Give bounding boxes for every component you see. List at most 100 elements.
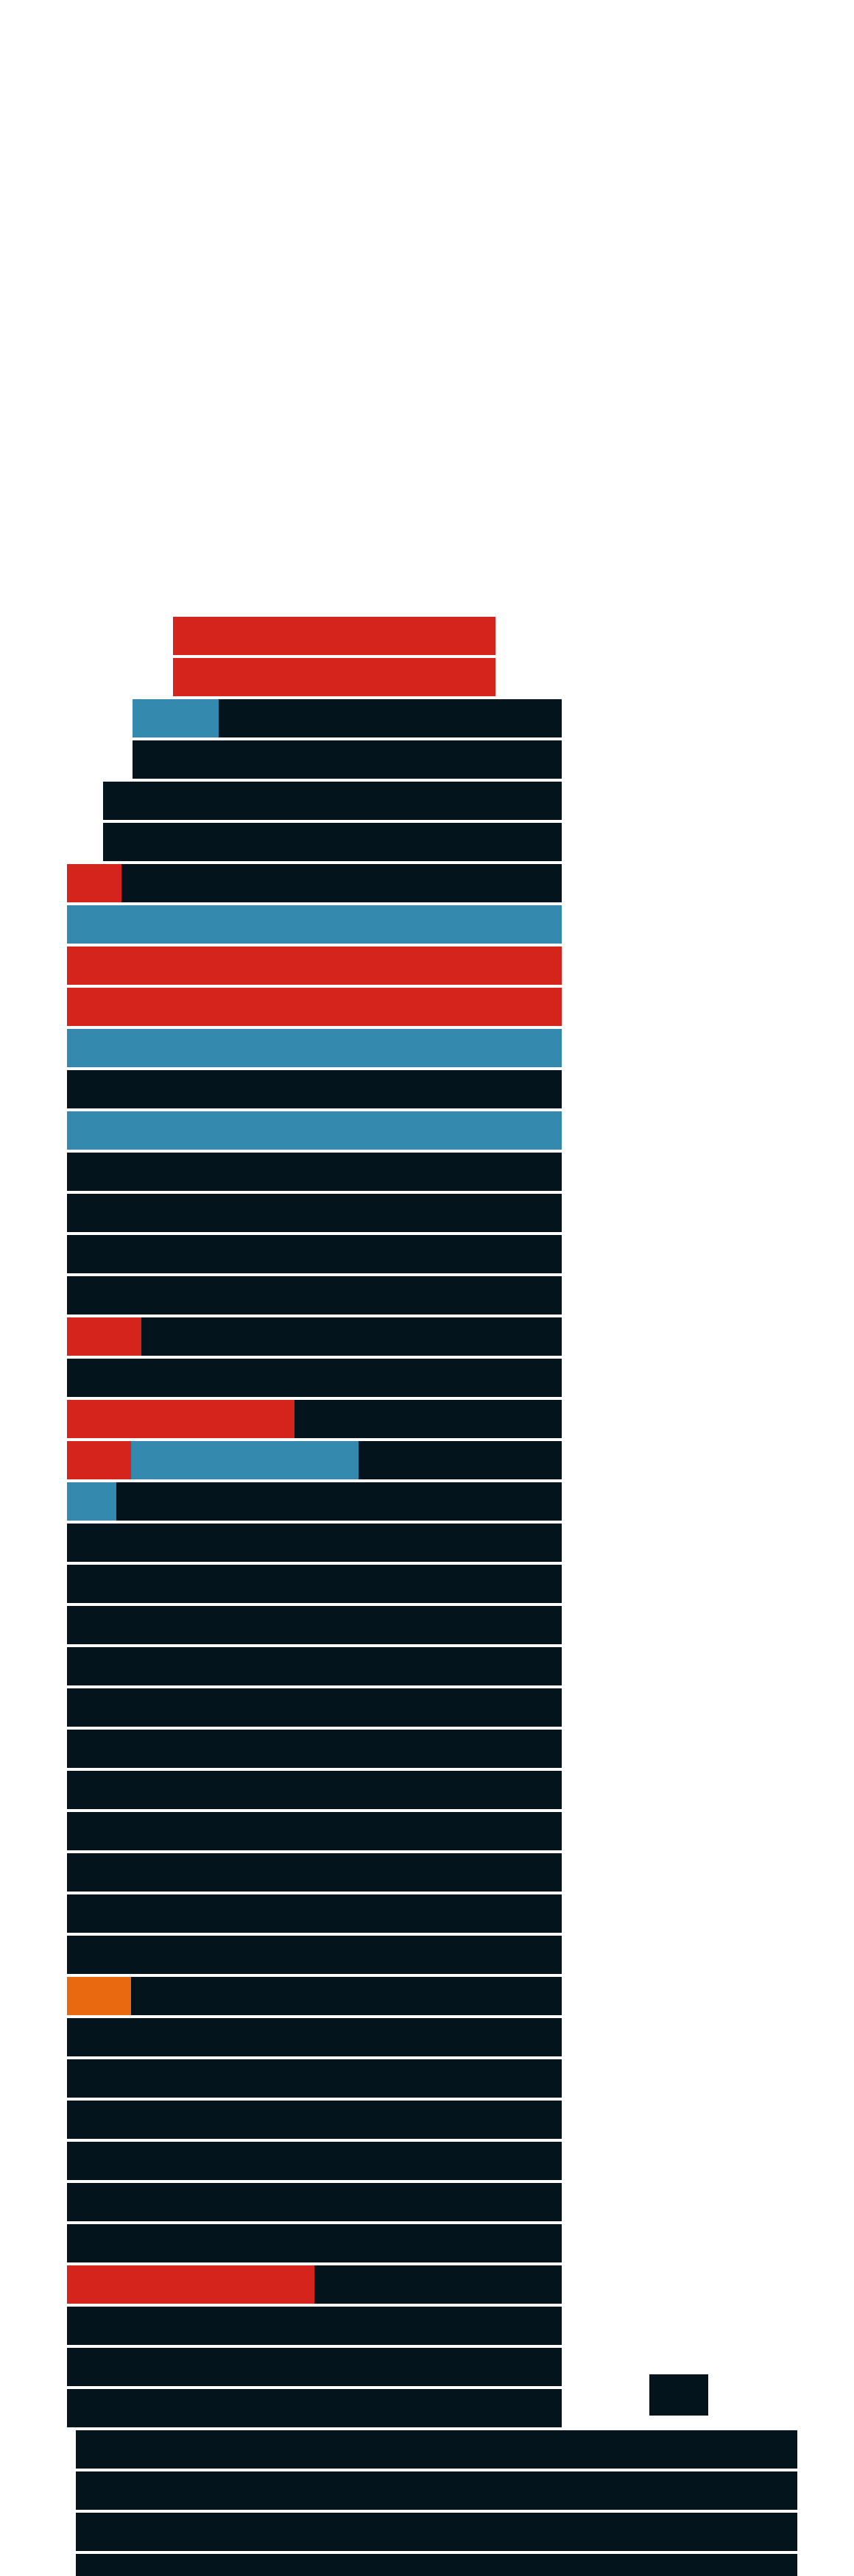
- floor-41: [67, 905, 562, 944]
- floor-29: [67, 1400, 562, 1438]
- floor-bar: [67, 1276, 562, 1314]
- floor-bar: [67, 1317, 562, 1356]
- floor-bar: [76, 2554, 797, 2576]
- floor-bar: [67, 864, 562, 902]
- floor-bar: [67, 2307, 562, 2345]
- floor-46: [133, 699, 562, 737]
- floor-27: [67, 1482, 562, 1521]
- floor-21: [67, 1730, 562, 1768]
- floor-bar: [67, 1812, 562, 1850]
- floor-35: [67, 1153, 562, 1191]
- floor-26: [67, 1524, 562, 1562]
- floor-bar: [67, 1853, 562, 1892]
- floor-44: [103, 782, 562, 820]
- floor-43: [103, 823, 562, 861]
- floor-bar: [67, 1936, 562, 1974]
- floor-11: [67, 2142, 562, 2180]
- floor-31: [67, 1317, 562, 1356]
- floor-bar: [67, 1194, 562, 1232]
- floor-segment-blue: [67, 905, 562, 944]
- floor-4: [76, 2430, 797, 2469]
- floor-17: [67, 1894, 562, 1933]
- floor-22: [67, 1688, 562, 1727]
- floor-bar: [67, 2142, 562, 2180]
- floor-34: [67, 1194, 562, 1232]
- floor-bar: [133, 740, 562, 779]
- floor-28: [67, 1441, 562, 1479]
- floor-bar: [67, 1894, 562, 1933]
- floor-5: [67, 2389, 562, 2427]
- floor-segment-red: [67, 864, 121, 902]
- floor-bar: [67, 1524, 562, 1562]
- floor-segment-blue: [67, 1111, 562, 1150]
- floor-23: [67, 1647, 562, 1685]
- floor-bar: [67, 1606, 562, 1644]
- floor-segment-red: [67, 946, 562, 985]
- floor-segment-blue: [67, 1029, 562, 1067]
- floor-bar: [67, 2224, 562, 2262]
- floor-bar: [67, 1688, 562, 1727]
- floor-48: [173, 617, 495, 655]
- floor-24: [67, 1606, 562, 1644]
- floor-bar: [67, 1482, 562, 1521]
- floor-segment-orange: [67, 1977, 131, 2015]
- floor-6: [67, 2348, 562, 2386]
- floor-bar: [67, 1565, 562, 1603]
- floor-39: [67, 988, 562, 1026]
- floor-bar: [67, 2101, 562, 2139]
- floor-19: [67, 1812, 562, 1850]
- floor-segment-red: [67, 1400, 294, 1438]
- floor-bar: [76, 2513, 797, 2551]
- floor-2: [76, 2513, 797, 2551]
- floor-37: [67, 1070, 562, 1108]
- floor-30: [67, 1359, 562, 1397]
- floor-8: [67, 2265, 562, 2304]
- floor-segment-red: [67, 988, 562, 1026]
- floor-bar: [67, 1235, 562, 1273]
- floor-20: [67, 1771, 562, 1809]
- floor-16: [67, 1936, 562, 1974]
- floor-15: [67, 1977, 562, 2015]
- floor-38: [67, 1029, 562, 1067]
- floor-12: [67, 2101, 562, 2139]
- floor-36: [67, 1111, 562, 1150]
- floor-9: [67, 2224, 562, 2262]
- floor-3: [76, 2471, 797, 2510]
- floor-13: [67, 2059, 562, 2098]
- floor-bar: [76, 2430, 797, 2469]
- floor-bar: [67, 2183, 562, 2221]
- floor-32: [67, 1276, 562, 1314]
- floor-segment-red: [67, 1441, 131, 1479]
- floor-7: [67, 2307, 562, 2345]
- floor-bar: [67, 1730, 562, 1768]
- floor-bar: [67, 2348, 562, 2386]
- floor-bar: [103, 823, 562, 861]
- floor-segment-blue: [67, 1482, 116, 1521]
- floor-segment-red: [173, 617, 495, 655]
- floor-1: [76, 2554, 797, 2576]
- floor-10: [67, 2183, 562, 2221]
- floor-bar: [67, 2059, 562, 2098]
- floor-bar: [67, 1153, 562, 1191]
- floor-45: [133, 740, 562, 779]
- floor-segment-red: [67, 2265, 314, 2304]
- floor-segment-red: [67, 1317, 141, 1356]
- floor-40: [67, 946, 562, 985]
- rooftop-block: [649, 2374, 708, 2416]
- floor-bar: [103, 782, 562, 820]
- floor-bar: [67, 2389, 562, 2427]
- floor-bar: [67, 1359, 562, 1397]
- floor-bar: [67, 1977, 562, 2015]
- floor-segment-blue: [131, 1441, 359, 1479]
- floor-bar: [67, 1070, 562, 1108]
- floor-bar: [67, 2018, 562, 2056]
- floor-segment-blue: [133, 699, 219, 737]
- floor-42: [67, 864, 562, 902]
- floor-33: [67, 1235, 562, 1273]
- floor-bar: [67, 1647, 562, 1685]
- floor-bar: [67, 1771, 562, 1809]
- floor-14: [67, 2018, 562, 2056]
- floor-47: [173, 658, 495, 696]
- floor-18: [67, 1853, 562, 1892]
